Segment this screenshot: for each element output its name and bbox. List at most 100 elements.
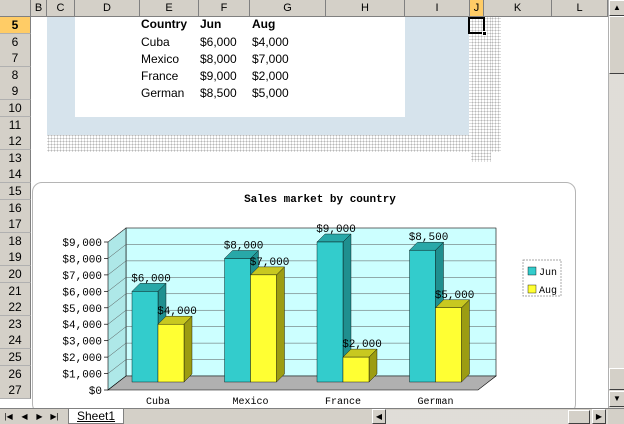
column-header-e[interactable]: E (140, 0, 199, 17)
y-tick-label: $3,000 (62, 337, 102, 349)
data-label: $2,000 (342, 339, 382, 351)
column-header-h[interactable]: H (326, 0, 405, 17)
gridline (107, 260, 496, 276)
bar-jun-france (316, 241, 344, 383)
table-cell[interactable]: $4,000 (252, 35, 289, 49)
row-header-13[interactable]: 13 (0, 149, 31, 167)
bar-side-aug (183, 315, 193, 383)
row-header-5[interactable]: 5 (0, 17, 31, 34)
bar-aug-cuba (157, 324, 185, 383)
table-cell[interactable]: $6,000 (200, 35, 237, 49)
table-cell[interactable]: Mexico (141, 52, 180, 66)
row-header-12[interactable]: 12 (0, 133, 31, 151)
gridline (107, 227, 496, 243)
scroll-down-button[interactable]: ▼ (609, 391, 624, 407)
column-header-k[interactable]: K (484, 0, 552, 17)
row-header-10[interactable]: 10 (0, 100, 31, 117)
table-header-cell[interactable]: Country (141, 17, 187, 31)
first-sheet-button[interactable]: |◀ (4, 412, 13, 421)
sheet-tab-bar: |◀ ◀ ▶ ▶| Sheet1 ◀ ▶ (0, 408, 624, 424)
row-header-24[interactable]: 24 (0, 332, 31, 350)
row-header-9[interactable]: 9 (0, 83, 31, 101)
column-header-c[interactable]: C (47, 0, 75, 17)
row-header-11[interactable]: 11 (0, 116, 31, 134)
table-cell[interactable]: German (141, 86, 185, 100)
column-header-g[interactable]: G (250, 0, 326, 17)
table-cell[interactable]: $9,000 (200, 69, 237, 83)
x-tick-label: Cuba (146, 396, 170, 408)
bar-aug-german (435, 307, 462, 383)
y-tick-label: $9,000 (62, 238, 102, 250)
table-cell[interactable]: $5,000 (252, 86, 289, 100)
table-cell[interactable]: Cuba (141, 35, 170, 49)
table-object-shadow-right (471, 17, 491, 162)
column-header-l[interactable]: L (552, 0, 608, 17)
column-header-d[interactable]: D (75, 0, 140, 17)
table-cell[interactable]: $8,000 (200, 52, 237, 66)
row-header-14[interactable]: 14 (0, 166, 31, 184)
scroll-up-button[interactable]: ▲ (609, 0, 624, 16)
bar-jun-cuba (131, 291, 159, 383)
column-header-i[interactable]: I (405, 0, 470, 17)
data-label: $4,000 (157, 306, 197, 318)
plot-floor (107, 375, 497, 391)
fill-handle[interactable] (482, 31, 487, 36)
scroll-left-button[interactable]: ◀ (372, 409, 386, 424)
gridline (107, 244, 496, 259)
row-header-27[interactable]: 27 (0, 382, 31, 400)
row-header-16[interactable]: 16 (0, 199, 31, 217)
x-tick-label: German (417, 397, 453, 408)
row-header-17[interactable]: 17 (0, 216, 31, 234)
last-sheet-button[interactable]: ▶| (50, 412, 59, 421)
row-header-20[interactable]: 20 (0, 266, 31, 283)
legend-label: Jun (539, 268, 557, 279)
row-header-18[interactable]: 18 (0, 232, 31, 250)
y-tick-label: $7,000 (62, 271, 102, 283)
table-cell[interactable]: $2,000 (252, 69, 289, 83)
row-header-21[interactable]: 21 (0, 282, 31, 300)
data-label: $8,500 (409, 232, 449, 244)
vertical-scrollbar[interactable]: ▲ ▼ (608, 0, 624, 408)
horizontal-scrollbar[interactable]: ◀ ▶ (372, 409, 608, 424)
y-tick-label: $5,000 (62, 304, 102, 316)
select-all-corner[interactable] (0, 0, 31, 17)
row-header-6[interactable]: 6 (0, 33, 31, 51)
row-header-7[interactable]: 7 (0, 50, 31, 68)
prev-sheet-button[interactable]: ◀ (21, 412, 28, 421)
bar-side-aug (276, 266, 285, 383)
table-header-cell[interactable]: Aug (252, 17, 276, 31)
sheet-tab-sheet1[interactable]: Sheet1 (68, 409, 125, 424)
row-header-23[interactable]: 23 (0, 315, 31, 333)
scroll-right-button[interactable]: ▶ (592, 409, 606, 424)
row-header-25[interactable]: 25 (0, 349, 31, 366)
data-label: $6,000 (131, 273, 171, 285)
bar-jun-german (409, 250, 436, 383)
table-cell[interactable]: $7,000 (252, 52, 289, 66)
legend-swatch-jun (527, 266, 537, 276)
data-label: $8,000 (224, 240, 264, 252)
horizontal-scroll-thumb[interactable] (568, 410, 590, 424)
row-header-19[interactable]: 19 (0, 249, 31, 267)
row-header-22[interactable]: 22 (0, 299, 31, 317)
active-cell[interactable] (468, 17, 485, 34)
y-tick-label: $2,000 (62, 353, 102, 365)
table-cell[interactable]: France (141, 69, 179, 83)
column-header-f[interactable]: F (199, 0, 250, 17)
table-cell[interactable]: $8,500 (200, 86, 237, 100)
bar-aug-france (342, 356, 370, 383)
next-sheet-button[interactable]: ▶ (36, 412, 43, 421)
row-header-26[interactable]: 26 (0, 365, 31, 383)
gridline (107, 309, 496, 325)
column-header-j[interactable]: J (470, 0, 484, 17)
y-tick-label: $0 (89, 386, 102, 398)
vertical-split-box[interactable] (609, 368, 624, 390)
y-tick-label: $1,000 (62, 370, 102, 382)
row-header-15[interactable]: 15 (0, 183, 31, 200)
vertical-scroll-thumb[interactable] (609, 16, 624, 74)
column-header-b[interactable]: B (31, 0, 47, 17)
data-label: $9,000 (316, 224, 356, 236)
row-header-8[interactable]: 8 (0, 66, 31, 84)
plot-side-wall (107, 227, 127, 391)
x-tick-label: France (325, 397, 361, 408)
table-header-cell[interactable]: Jun (200, 17, 222, 31)
